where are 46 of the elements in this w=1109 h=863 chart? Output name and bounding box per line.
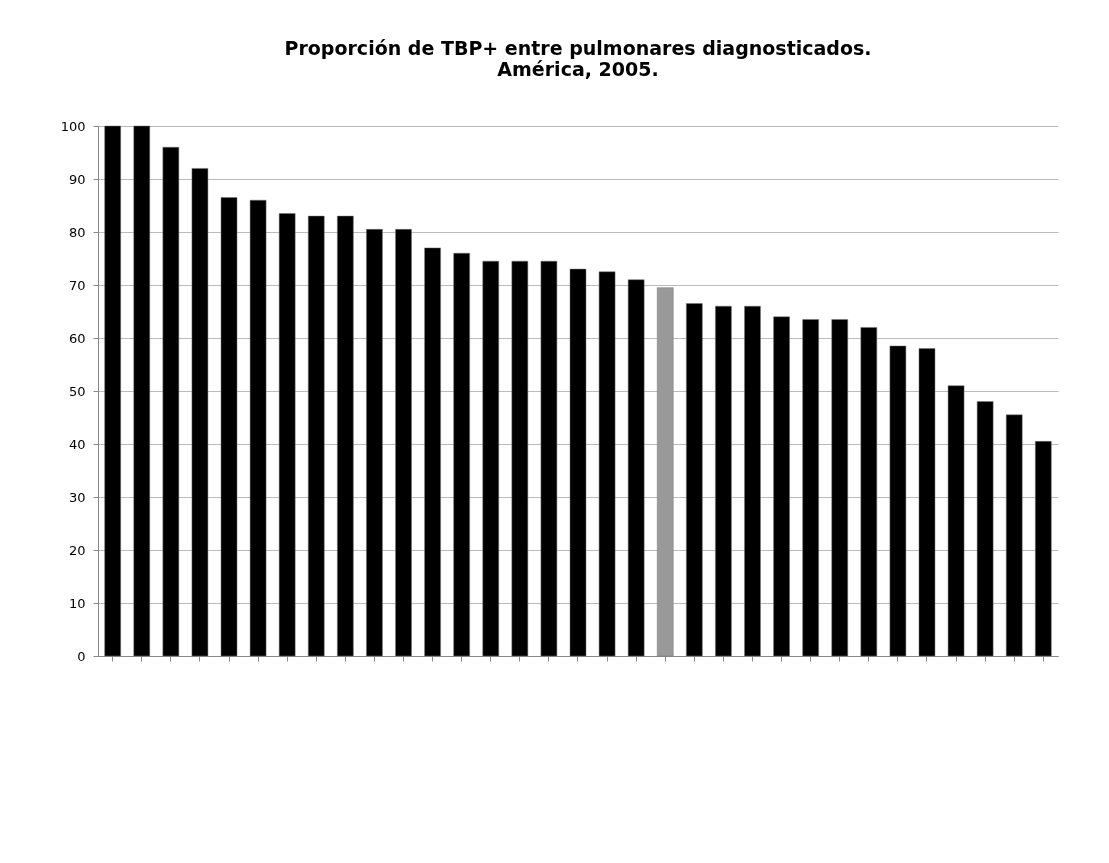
bar xyxy=(424,247,441,657)
y-tick-label: 0 xyxy=(77,648,86,664)
y-tick-label: 50 xyxy=(68,383,86,399)
y-tick-label: 40 xyxy=(68,436,86,452)
bar xyxy=(831,319,848,657)
bar xyxy=(657,287,674,657)
bar xyxy=(395,229,412,657)
bar xyxy=(744,305,761,657)
y-tick-label: 90 xyxy=(68,171,86,187)
bar xyxy=(1005,414,1023,657)
bar xyxy=(773,316,790,657)
bar xyxy=(1035,441,1052,657)
bar xyxy=(366,229,383,657)
bar xyxy=(191,168,209,657)
y-tick-label: 20 xyxy=(68,542,86,558)
bar xyxy=(249,199,267,657)
bar xyxy=(220,197,238,657)
y-tick-label: 10 xyxy=(68,595,86,611)
bar xyxy=(540,260,558,657)
bar xyxy=(715,305,732,657)
bar xyxy=(947,385,965,657)
bar xyxy=(308,215,325,657)
y-tick-label: 80 xyxy=(68,224,86,240)
bar xyxy=(802,319,819,657)
y-tick-label: 60 xyxy=(68,330,86,346)
bar xyxy=(278,213,296,657)
bar xyxy=(453,252,470,657)
text: Proporción de TBP+ entre pulmonares diagnosticados. xyxy=(284,37,872,59)
bar xyxy=(860,327,878,657)
bar xyxy=(104,125,121,657)
bar xyxy=(482,260,499,657)
bar xyxy=(889,345,907,657)
bar xyxy=(976,401,994,657)
bar xyxy=(598,271,616,657)
y-tick-label: 30 xyxy=(68,489,86,505)
bar xyxy=(686,303,703,657)
y-tick-label: 70 xyxy=(68,277,86,293)
bar xyxy=(162,146,180,657)
bar xyxy=(569,268,587,657)
bar xyxy=(511,260,529,657)
bar xyxy=(337,215,354,657)
y-tick-label: 100 xyxy=(60,118,86,134)
bar xyxy=(133,125,151,657)
text: América, 2005. xyxy=(497,58,659,80)
bar xyxy=(627,279,645,657)
bar xyxy=(918,348,936,657)
